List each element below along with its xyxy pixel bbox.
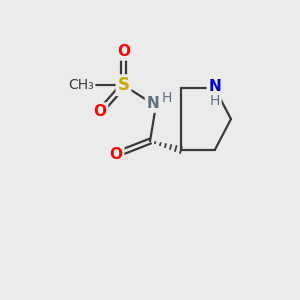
Text: O: O: [117, 44, 130, 59]
Text: H: H: [162, 91, 172, 105]
Text: CH₃: CH₃: [68, 78, 94, 92]
Text: O: O: [93, 104, 106, 119]
Text: N: N: [147, 96, 159, 111]
Text: O: O: [110, 147, 123, 162]
Text: H: H: [210, 94, 220, 107]
Text: N: N: [208, 79, 221, 94]
Text: S: S: [118, 76, 130, 94]
